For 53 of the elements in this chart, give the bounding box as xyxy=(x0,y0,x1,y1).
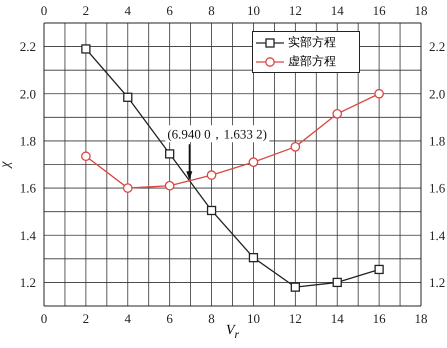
x-axis-title: V$_{r}$ xyxy=(226,323,240,341)
x2-tick-label: 18 xyxy=(414,311,428,326)
x-tick-label: 8 xyxy=(208,3,215,18)
y-tick-label: 1.8 xyxy=(20,134,36,149)
y2-tick-label: 1.4 xyxy=(429,228,446,243)
x2-tick-label: 12 xyxy=(288,311,302,326)
y2-tick-label: 2.0 xyxy=(429,86,446,102)
x-tick-label: 16 xyxy=(372,3,386,18)
x-tick-label: 0 xyxy=(40,3,48,18)
x-tick-label: 18 xyxy=(414,3,428,18)
point xyxy=(332,278,342,288)
x-tick-label: 14 xyxy=(330,3,344,18)
x-tick-label: 2 xyxy=(82,3,90,18)
x2-tick-label: 6 xyxy=(166,311,174,326)
point xyxy=(206,206,216,216)
point xyxy=(374,264,384,274)
point xyxy=(374,88,384,99)
x-tick-label: 4 xyxy=(124,3,132,18)
x2-tick-label: 2 xyxy=(82,311,90,326)
point xyxy=(290,282,300,292)
y2-tick-label: 1.6 xyxy=(429,180,446,196)
x-tick-label: 12 xyxy=(288,3,302,18)
point xyxy=(123,92,132,102)
x2-tick-label: 0 xyxy=(40,311,48,326)
y-tick-label: 1.2 xyxy=(20,275,36,290)
x2-tick-label: 10 xyxy=(246,311,260,326)
legend-label: 虚部方程 xyxy=(288,53,336,70)
point xyxy=(122,183,133,193)
point xyxy=(81,44,91,54)
point xyxy=(164,180,175,191)
annotation: (6.940 0，1.633 2) xyxy=(167,126,268,142)
point xyxy=(206,170,216,180)
y-tick-label: 1.6 xyxy=(20,180,36,196)
y-tick-label: 2.0 xyxy=(20,86,36,102)
x2-tick-label: 16 xyxy=(372,311,386,326)
y-axis-title: χ xyxy=(0,160,13,170)
x2-tick-label: 8 xyxy=(208,311,215,326)
x-tick-label: 10 xyxy=(246,3,260,18)
y-tick-label: 2.2 xyxy=(20,39,36,54)
point xyxy=(248,253,258,262)
y2-tick-label: 2.2 xyxy=(429,39,446,54)
x-tick-label: 6 xyxy=(166,3,174,18)
point xyxy=(332,108,342,119)
y-tick-label: 1.4 xyxy=(20,228,36,243)
legend-label: 实部方程 xyxy=(288,34,336,51)
x2-tick-label: 14 xyxy=(330,311,344,326)
point xyxy=(81,151,91,162)
point xyxy=(248,157,258,167)
y2-tick-label: 1.2 xyxy=(429,275,446,290)
point xyxy=(290,142,300,152)
x2-tick-label: 4 xyxy=(124,311,132,326)
point xyxy=(165,149,174,159)
y2-tick-label: 1.8 xyxy=(429,134,446,149)
